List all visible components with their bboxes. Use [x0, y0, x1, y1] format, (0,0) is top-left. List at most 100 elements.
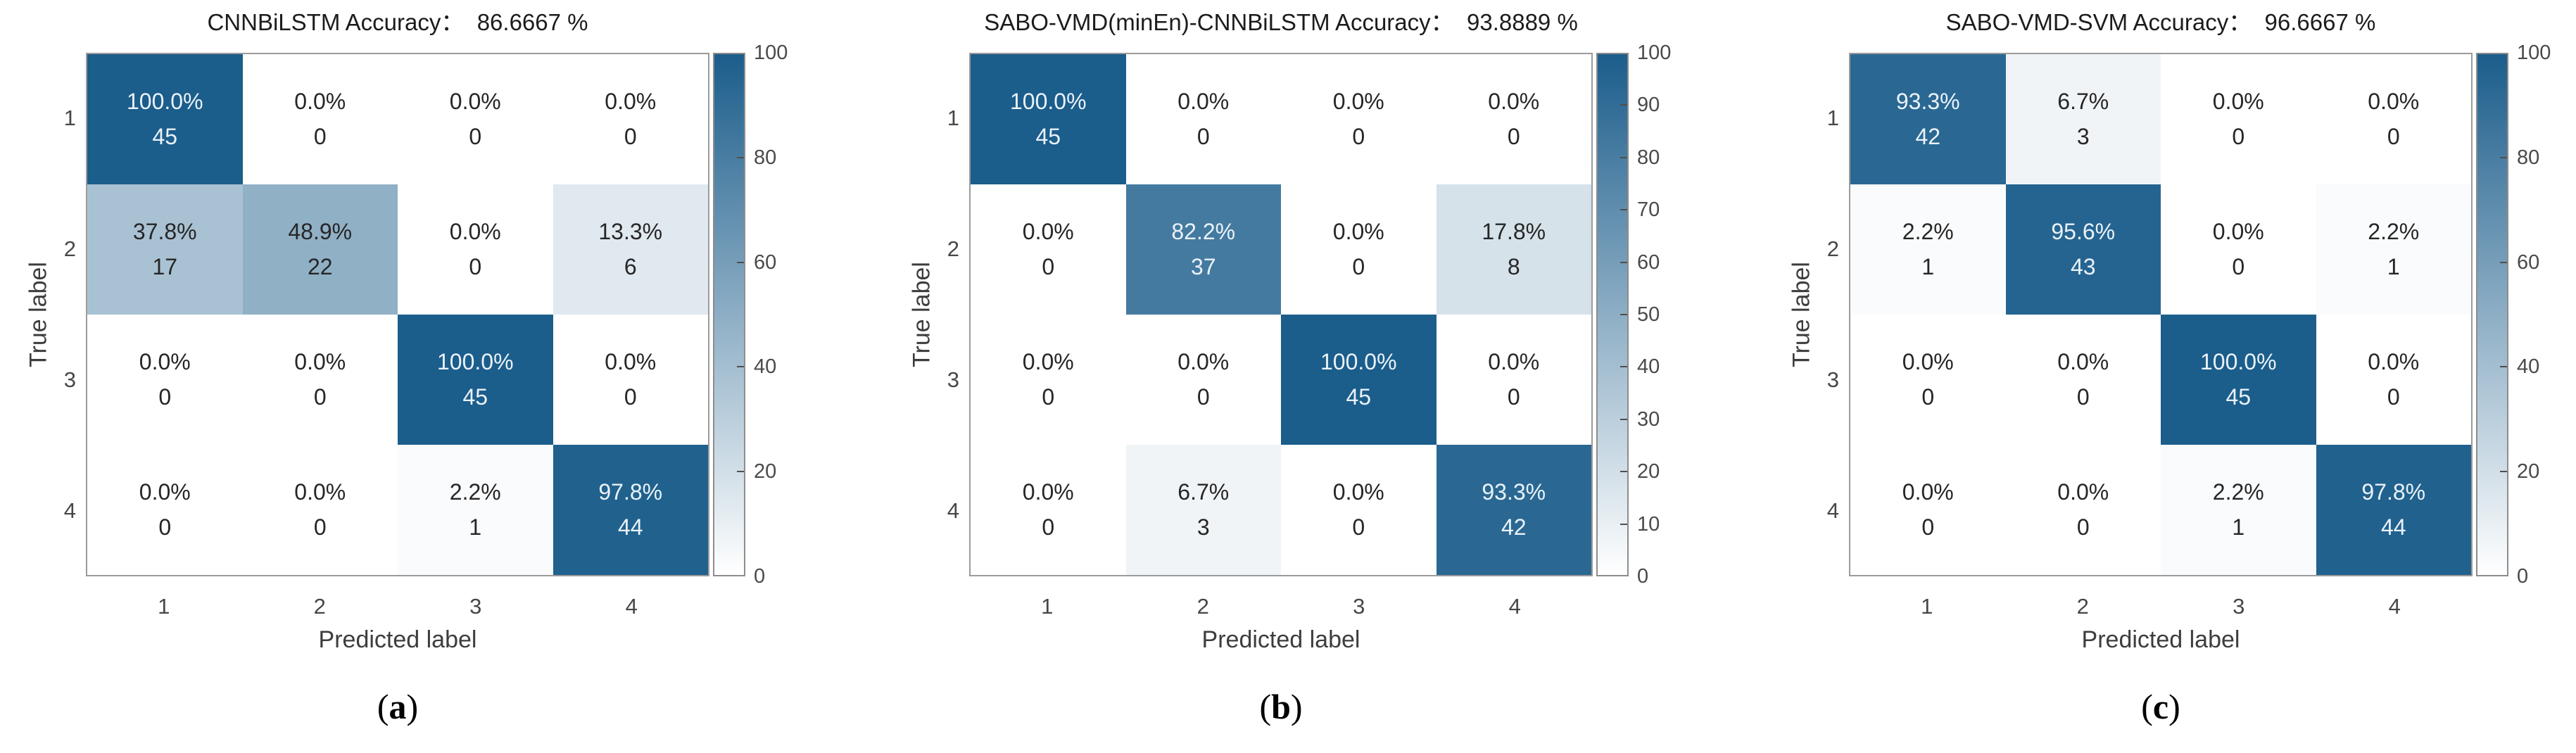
colorbar-tick-mark: [737, 261, 744, 263]
cell-percent: 2.2%: [449, 479, 501, 505]
caption-letter: b: [1271, 687, 1291, 726]
x-axis-label: Predicted label: [318, 626, 477, 653]
cell-count: 42: [1501, 514, 1527, 540]
cell-count: 42: [1915, 124, 1941, 149]
cell-count: 1: [2232, 514, 2245, 540]
matrix-cell: 100.0% 45: [1281, 315, 1437, 445]
cell-percent: 6.7%: [1177, 479, 1230, 505]
cell-count: 0: [624, 384, 637, 410]
cell-count: 0: [469, 254, 482, 279]
cell-percent: 0.0%: [605, 89, 657, 114]
cell-count: 1: [469, 514, 482, 540]
cell-percent: 0.0%: [449, 89, 501, 114]
cell-count: 45: [1035, 124, 1061, 149]
colorbar-tick-mark: [737, 366, 744, 368]
cell-count: 0: [313, 124, 327, 149]
cell-count: 0: [2232, 254, 2245, 279]
chart-title: CNNBiLSTM Accuracy： 86.6667 %: [207, 9, 588, 35]
figure-caption: (b): [969, 681, 1593, 732]
chart-title: SABO-VMD(minEn)-CNNBiLSTM Accuracy： 93.8…: [984, 9, 1578, 35]
x-axis-label: Predicted label: [1201, 626, 1360, 653]
x-tick-label: 2: [1197, 594, 1209, 619]
cell-percent: 0.0%: [1902, 479, 1954, 505]
matrix-cell: 0.0% 0: [1281, 184, 1437, 315]
cell-percent: 13.3%: [598, 219, 663, 244]
panel-b: SABO-VMD(minEn)-CNNBiLSTM Accuracy： 93.8…: [859, 0, 1717, 753]
y-tick-label: 4: [947, 498, 959, 523]
cell-count: 0: [158, 514, 172, 540]
caption-close-paren: ): [2168, 687, 2180, 726]
x-tick-label: 2: [2076, 594, 2089, 619]
caption-close-paren: ): [1290, 687, 1303, 726]
colorbar-tick-label: 20: [1637, 460, 1660, 483]
x-tick-label: 3: [469, 594, 482, 619]
cell-count: 3: [1197, 514, 1210, 540]
caption-letter: a: [389, 687, 407, 726]
x-tick-label: 3: [2233, 594, 2245, 619]
y-axis-label: True label: [908, 262, 935, 367]
colorbar-tick-label: 20: [2517, 460, 2540, 483]
cell-percent: 100.0%: [436, 349, 514, 374]
colorbar-tick-label: 30: [1637, 407, 1660, 431]
y-tick-label: 2: [947, 236, 959, 261]
cell-percent: 0.0%: [294, 89, 346, 114]
matrix-cell: 0.0% 0: [1125, 54, 1281, 184]
colorbar-tick-label: 60: [1637, 251, 1660, 274]
cell-percent: 0.0%: [2368, 349, 2420, 374]
colorbar-tick-label: 10: [1637, 512, 1660, 536]
colorbar: [713, 53, 745, 576]
matrix-cell: 100.0% 45: [2161, 315, 2316, 445]
matrix-cell: 0.0% 0: [1281, 54, 1437, 184]
x-tick-label: 4: [2388, 594, 2401, 619]
matrix-cell: 0.0% 0: [2161, 54, 2316, 184]
matrix-cell: 6.7% 3: [2005, 54, 2161, 184]
matrix-cell: 0.0% 0: [398, 54, 553, 184]
y-tick-label: 1: [947, 106, 959, 130]
cell-percent: 0.0%: [2057, 349, 2109, 374]
colorbar-tick-label: 100: [754, 42, 788, 64]
matrix-cell: 0.0% 0: [1436, 54, 1591, 184]
x-tick-label: 4: [1508, 594, 1521, 619]
caption-open-paren: (: [1259, 687, 1272, 726]
matrix-cell: 0.0% 0: [2161, 184, 2316, 315]
matrix-cell: 97.8% 44: [2316, 445, 2471, 575]
matrix-cell: 0.0% 0: [2005, 445, 2161, 575]
cell-count: 1: [1921, 254, 1935, 279]
matrix-cell: 100.0% 45: [398, 315, 553, 445]
y-tick-label: 1: [1826, 106, 1839, 130]
colorbar-tick-mark: [1620, 471, 1627, 473]
cell-percent: 37.8%: [132, 219, 197, 244]
matrix-cell: 0.0% 0: [2005, 315, 2161, 445]
cell-count: 44: [2380, 514, 2406, 540]
matrix-cell: 0.0% 0: [553, 54, 708, 184]
cell-percent: 0.0%: [2368, 89, 2420, 114]
cell-percent: 0.0%: [1488, 89, 1540, 114]
colorbar-tick-label: 0: [754, 565, 766, 588]
cell-percent: 100.0%: [2199, 349, 2277, 374]
confusion-matrix: 93.3% 42 6.7% 3 0.0% 0 0.0% 0 2.2% 1 95.6% 43 0.0% 0 2…: [1849, 53, 2473, 576]
cell-percent: 0.0%: [294, 349, 346, 374]
cell-count: 0: [1352, 254, 1365, 279]
cell-count: 45: [152, 124, 178, 149]
cell-percent: 0.0%: [1332, 219, 1384, 244]
cell-count: 0: [2232, 124, 2245, 149]
matrix-cell: 0.0% 0: [971, 184, 1126, 315]
cell-percent: 0.0%: [294, 479, 346, 505]
y-tick-label: 3: [63, 367, 76, 392]
cell-percent: 0.0%: [1022, 219, 1074, 244]
panel-c: SABO-VMD-SVM Accuracy： 96.6667 % True la…: [1717, 0, 2576, 753]
colorbar-tick-mark: [1620, 209, 1627, 211]
colorbar-tick-mark: [1620, 366, 1627, 368]
colorbar-tick-label: 20: [754, 460, 777, 483]
cell-percent: 0.0%: [605, 349, 657, 374]
cell-count: 0: [469, 124, 482, 149]
cell-count: 0: [1042, 254, 1055, 279]
x-tick-label: 2: [313, 594, 326, 619]
colorbar-tick-mark: [1620, 156, 1627, 158]
cell-percent: 2.2%: [2368, 219, 2420, 244]
cell-percent: 97.8%: [2361, 479, 2426, 505]
cell-percent: 0.0%: [449, 219, 501, 244]
cell-percent: 97.8%: [598, 479, 663, 505]
colorbar-tick-label: 70: [1637, 198, 1660, 222]
